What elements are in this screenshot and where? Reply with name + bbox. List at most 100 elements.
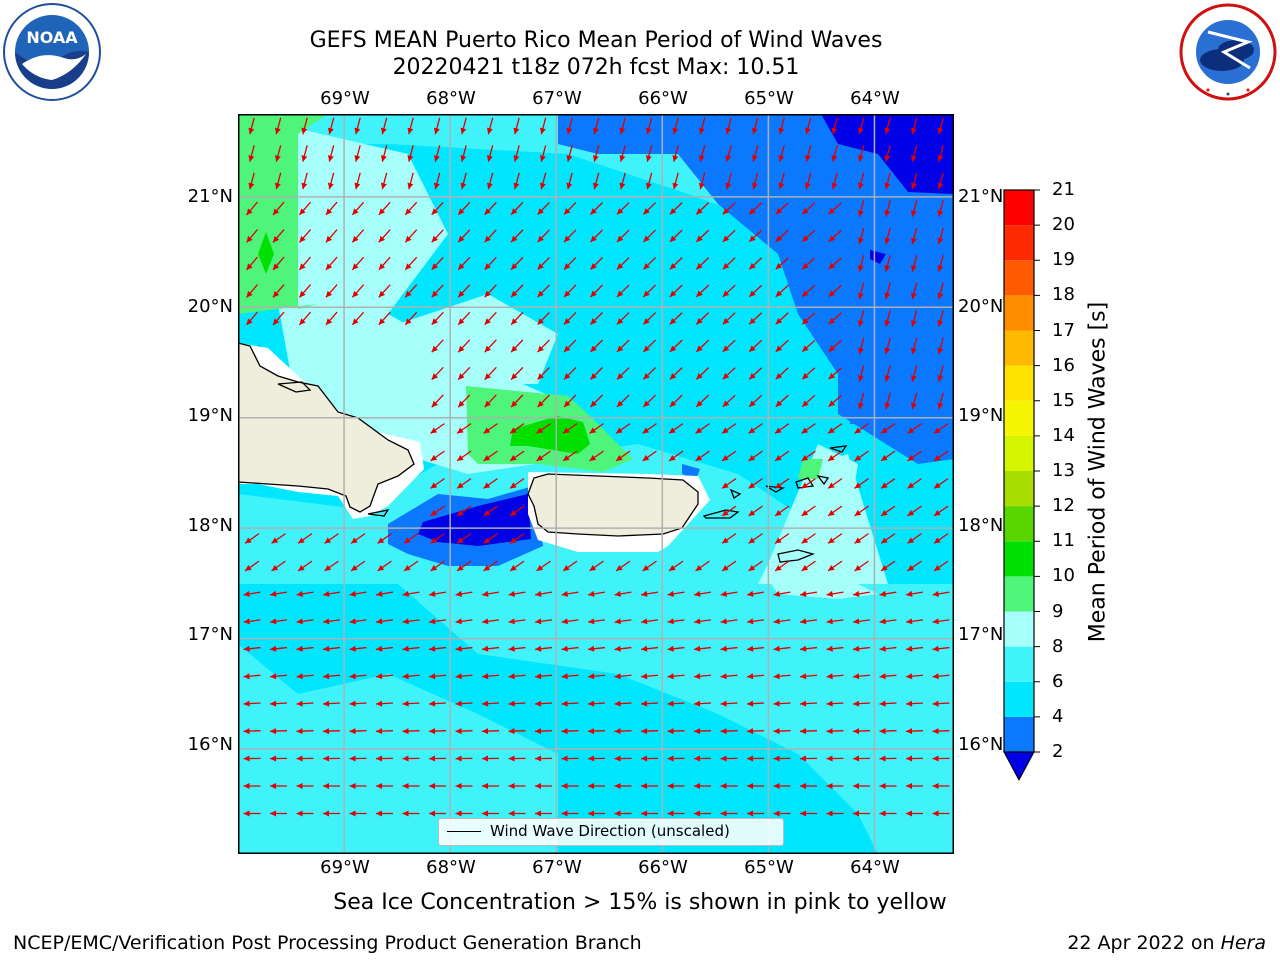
puerto-rico-land — [527, 473, 699, 537]
wave-direction-arrow — [349, 755, 367, 762]
wave-direction-arrow — [854, 450, 869, 462]
wave-direction-arrow — [509, 533, 525, 544]
wave-direction-arrow — [535, 810, 552, 817]
wave-direction-arrow — [751, 145, 759, 162]
wave-direction-arrow — [590, 202, 603, 215]
wave-direction-arrow — [298, 256, 312, 271]
wave-direction-arrow — [616, 284, 630, 298]
wave-direction-arrow — [482, 810, 499, 817]
lon-tick-top: 65°W — [744, 88, 794, 109]
wave-direction-arrow — [509, 450, 525, 462]
wave-direction-arrow — [537, 394, 550, 408]
lon-tick-bottom: 69°W — [320, 857, 370, 878]
wave-direction-arrow — [910, 200, 918, 217]
wave-direction-arrow — [722, 229, 736, 243]
wave-direction-arrow — [884, 227, 891, 245]
wave-direction-arrow — [667, 728, 685, 735]
wave-direction-arrow — [907, 478, 922, 489]
wave-direction-arrow — [248, 117, 255, 135]
wave-direction-arrow — [669, 312, 683, 325]
lon-tick-top: 64°W — [850, 88, 900, 109]
wave-direction-arrow — [536, 560, 551, 572]
wave-direction-arrow — [430, 560, 445, 572]
wave-direction-arrow — [748, 284, 763, 298]
wave-direction-arrow — [905, 728, 924, 735]
colorbar-tick-label: 8 — [1052, 635, 1064, 657]
wave-direction-arrow — [857, 145, 865, 162]
wave-direction-arrow — [857, 117, 865, 135]
wave-direction-arrow — [510, 366, 524, 381]
wave-direction-arrow — [831, 145, 838, 162]
wave-direction-arrow — [402, 755, 420, 762]
lon-tick-bottom: 67°W — [532, 857, 582, 878]
wave-direction-arrow — [774, 478, 790, 489]
lat-tick-right: 19°N — [958, 405, 1004, 426]
wave-direction-arrow — [325, 256, 338, 271]
wave-direction-arrow — [539, 145, 547, 162]
wave-direction-arrow — [510, 311, 524, 326]
wave-direction-arrow — [879, 590, 897, 597]
lat-tick-left: 17°N — [187, 624, 233, 645]
wave-direction-arrow — [857, 310, 865, 327]
wave-direction-arrow — [852, 645, 871, 652]
wave-direction-arrow — [354, 172, 361, 190]
wave-direction-arrow — [481, 673, 500, 680]
lon-tick-bottom: 68°W — [426, 857, 476, 878]
wave-direction-arrow — [402, 700, 420, 707]
wave-direction-arrow — [349, 645, 367, 652]
wave-direction-arrow — [826, 645, 844, 652]
wave-direction-arrow — [587, 645, 606, 652]
wave-direction-arrow — [907, 560, 922, 572]
wave-direction-arrow — [402, 618, 420, 625]
lat-tick-left: 21°N — [187, 186, 233, 207]
wave-direction-arrow — [748, 450, 763, 462]
wave-direction-arrow — [322, 755, 341, 762]
wave-direction-arrow — [351, 311, 365, 326]
colorbar-segment — [1004, 576, 1034, 612]
wave-direction-arrow — [433, 172, 441, 190]
wave-direction-arrow — [587, 755, 606, 762]
wave-direction-arrow — [350, 560, 366, 572]
wave-direction-arrow — [695, 312, 710, 325]
island — [816, 475, 830, 486]
wave-direction-arrow — [722, 257, 736, 270]
wave-direction-arrow — [852, 618, 871, 625]
wave-direction-arrow — [537, 256, 550, 271]
wave-direction-arrow — [695, 284, 710, 298]
wave-direction-arrow — [561, 645, 579, 652]
wave-direction-arrow — [513, 117, 520, 135]
colorbar-tick-label: 12 — [1052, 495, 1075, 517]
map-canvas — [238, 114, 954, 854]
wave-direction-arrow — [826, 728, 844, 735]
wave-direction-arrow — [937, 310, 944, 327]
wave-direction-arrow — [510, 284, 524, 298]
wave-direction-arrow — [428, 673, 447, 680]
wave-direction-arrow — [269, 618, 288, 625]
wave-direction-arrow — [483, 423, 498, 434]
wave-direction-arrow — [616, 339, 630, 353]
wave-direction-arrow — [669, 229, 683, 243]
wave-direction-arrow — [826, 810, 844, 817]
colorbar-label: Mean Period of Wind Waves [s] — [1085, 301, 1111, 643]
chart-title: GEFS MEAN Puerto Rico Mean Period of Win… — [309, 28, 883, 53]
wave-direction-arrow — [456, 505, 472, 517]
wave-direction-arrow — [906, 783, 923, 789]
wave-direction-arrow — [879, 810, 897, 817]
wave-direction-arrow — [590, 394, 603, 408]
wave-direction-arrow — [801, 284, 816, 298]
wave-direction-arrow — [831, 117, 838, 135]
wave-direction-arrow — [508, 673, 526, 680]
wave-direction-arrow — [774, 505, 790, 517]
wave-direction-arrow — [456, 560, 472, 572]
wave-direction-arrow — [801, 339, 816, 353]
wave-direction-arrow — [748, 423, 763, 434]
wave-direction-arrow — [668, 560, 684, 572]
wave-direction-arrow — [746, 728, 765, 735]
lat-tick-left: 18°N — [187, 515, 233, 536]
wave-direction-arrow — [349, 728, 367, 735]
colorbar-segment — [1004, 435, 1034, 471]
wave-direction-arrow — [481, 728, 500, 735]
wave-direction-arrow — [906, 810, 923, 817]
wave-direction-arrow — [510, 229, 524, 243]
wave-direction-arrow — [428, 700, 447, 707]
